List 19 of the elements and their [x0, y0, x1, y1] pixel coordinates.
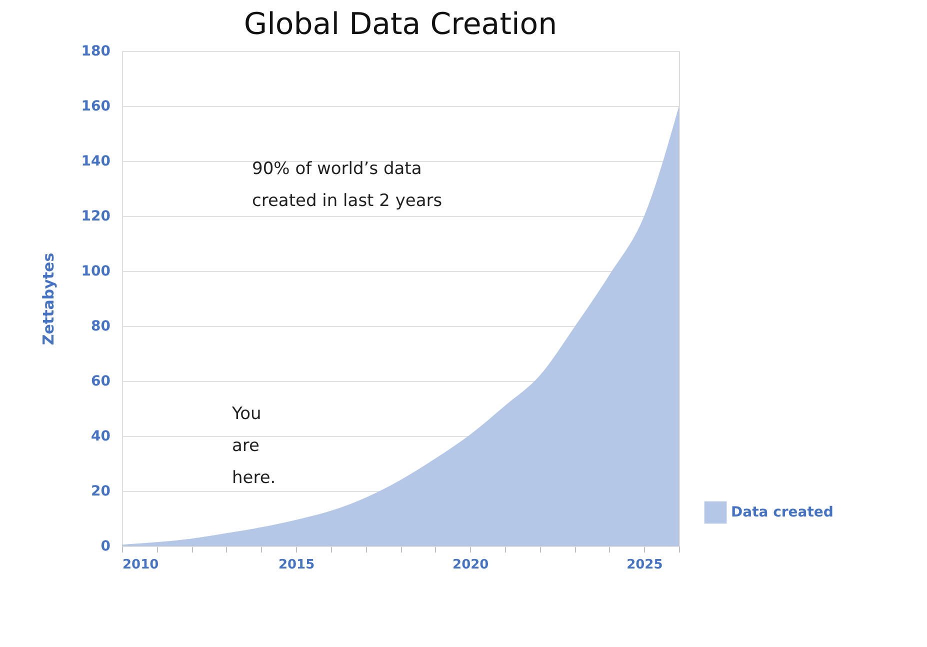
y-tick-label: 100: [81, 264, 111, 280]
y-tick-label: 120: [81, 208, 111, 224]
y-tick-label: 80: [91, 318, 111, 334]
annotation: 90% of world’s data created in last 2 years: [252, 159, 442, 211]
legend-label: Data created: [731, 504, 834, 520]
y-axis-title: Zettabytes: [39, 252, 58, 346]
x-tick-label: 2020: [452, 558, 489, 572]
chart-title: Global Data Creation: [244, 7, 558, 42]
y-tick-label: 140: [81, 154, 111, 170]
annotation: You are here.: [231, 404, 276, 488]
x-tick-label: 2010: [122, 558, 159, 572]
x-tick-label: 2015: [278, 558, 315, 572]
y-tick-label: 60: [91, 374, 111, 390]
y-tick-label: 160: [81, 98, 111, 114]
y-tick-label: 180: [81, 44, 111, 60]
y-tick-label: 0: [100, 538, 111, 554]
y-tick-label: 20: [91, 484, 111, 500]
y-tick-label: 40: [91, 428, 111, 444]
x-tick-label: 2025: [626, 558, 663, 572]
